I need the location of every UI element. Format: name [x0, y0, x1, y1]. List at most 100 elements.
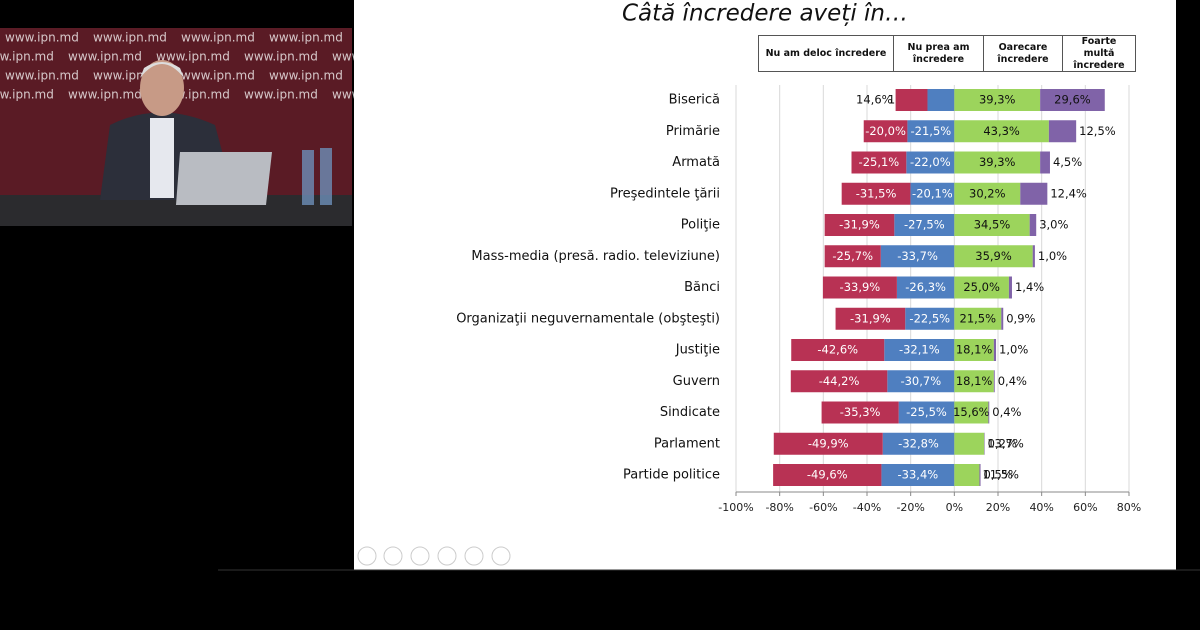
legend-entry: Oarecare încredere [984, 36, 1063, 71]
category-label: Parlament [654, 436, 720, 451]
watermark: www.ipn.md [181, 31, 255, 45]
watermark: www.ipn.md [5, 31, 79, 45]
slide [354, 0, 1176, 570]
bar [895, 89, 928, 111]
category-label: Primărie [666, 124, 720, 139]
bar [821, 401, 899, 424]
watermark: www.ipn.md [68, 88, 142, 102]
bottle [320, 148, 332, 205]
bar [988, 401, 990, 424]
value-label: 29,6% [1054, 93, 1091, 107]
bar [1040, 151, 1050, 174]
value-label: 34,5% [974, 218, 1011, 232]
value-label: 4,5% [1053, 155, 1082, 169]
bar [898, 401, 955, 424]
x-tick-label: 20% [986, 501, 1010, 514]
value-label: -33,4% [898, 468, 939, 482]
category-label: Poliţie [681, 218, 720, 233]
value-label: -33,9% [840, 280, 881, 294]
bar [910, 182, 955, 205]
x-tick-label: -60% [809, 501, 837, 514]
value-label: -20,0% [865, 124, 906, 138]
value-label: 0,4% [992, 405, 1021, 419]
bar [907, 120, 955, 143]
category-label: Organizaţii neguvernamentale (obşteşti) [456, 311, 720, 326]
value-label: 25,0% [963, 280, 1000, 294]
control-prev[interactable] [357, 546, 377, 566]
legend-entry: Nu prea am încredere [894, 36, 984, 71]
value-label: -25,5% [906, 405, 947, 419]
bar [882, 432, 955, 455]
laptop [176, 152, 272, 205]
x-tick-label: -40% [853, 501, 881, 514]
bar [1029, 214, 1037, 236]
value-label: -42,6% [817, 343, 858, 357]
category-label: Preşedintele ţării [610, 186, 720, 201]
value-label: -44,2% [819, 374, 860, 388]
bar [954, 339, 994, 361]
x-tick-label: -100% [718, 501, 753, 514]
bar [927, 89, 955, 111]
value-label: 18,1% [956, 343, 993, 357]
value-label: 1,4% [1015, 280, 1044, 294]
bar [954, 89, 1041, 111]
watermark: www.ipn.md [244, 88, 318, 102]
category-label: Mass-media (presă. radio. televiziune) [471, 249, 720, 264]
bar [954, 401, 989, 424]
bar [791, 339, 885, 361]
bar [906, 151, 955, 174]
bar [841, 182, 911, 205]
control-slides[interactable] [437, 546, 457, 566]
category-label: Bănci [684, 280, 720, 295]
value-label: 3,0% [1039, 218, 1068, 232]
bar [954, 120, 1049, 143]
slide-controls[interactable] [357, 546, 511, 566]
value-label: 0,9% [1006, 311, 1035, 325]
bar [1048, 120, 1077, 143]
bar [954, 370, 994, 393]
value-label: -49,9% [808, 436, 849, 450]
value-label: -49,6% [807, 468, 848, 482]
value-label: -31,9% [850, 311, 891, 325]
value-label: 1,0% [999, 343, 1028, 357]
bar [881, 464, 955, 486]
control-more[interactable] [491, 546, 511, 566]
value-label: -35,3% [840, 405, 881, 419]
bar [1020, 182, 1048, 205]
bar [851, 151, 907, 174]
bar [954, 432, 985, 455]
watermark: www.ipn.md [0, 88, 54, 102]
bar [993, 370, 995, 393]
bar [894, 214, 955, 236]
value-label: -27,5% [904, 218, 945, 232]
value-label: -30,7% [900, 374, 941, 388]
x-tick-label: -80% [765, 501, 793, 514]
x-tick-label: 80% [1117, 501, 1141, 514]
legend-entry: Foarte multă încredere [1073, 35, 1125, 71]
value-label: -25,1% [859, 155, 900, 169]
value-label: -22,0% [910, 155, 951, 169]
value-label: 15,6% [953, 405, 990, 419]
value-label: 1,0% [1038, 249, 1067, 263]
value-label: 0,4% [998, 374, 1027, 388]
value-label: -32,8% [898, 436, 939, 450]
control-pen[interactable] [410, 546, 430, 566]
legend: Nu am deloc încredere Nu prea am încreder… [758, 35, 1136, 72]
value-label: -31,5% [856, 186, 897, 200]
value-label: 12,5% [1079, 124, 1116, 138]
bar [1008, 276, 1012, 299]
value-label: 18,1% [956, 374, 993, 388]
watermark: www.ipn.md [68, 50, 142, 64]
bar [1040, 89, 1105, 111]
watermark: www.ipn.md [244, 50, 318, 64]
control-next[interactable] [383, 546, 403, 566]
value-label: 13,7% [987, 436, 1024, 450]
watermark: www.ipn.md [5, 69, 79, 83]
control-zoom[interactable] [464, 546, 484, 566]
bar [954, 214, 1030, 236]
bar [954, 182, 1021, 205]
chart-title: Câtă încredere aveți în… [622, 1, 908, 27]
value-label: -25,7% [832, 249, 873, 263]
value-label: -22,5% [909, 311, 950, 325]
